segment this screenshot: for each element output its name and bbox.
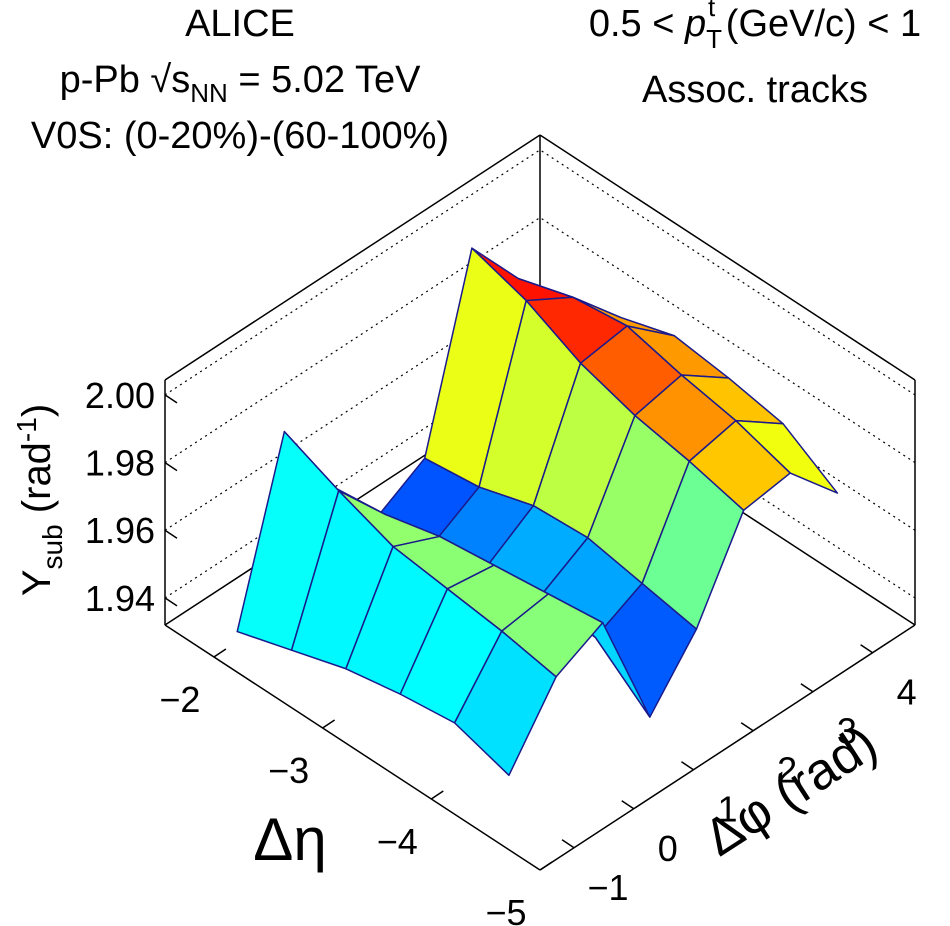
x-tick-label: −1	[588, 867, 629, 908]
y-tick-label: −3	[268, 750, 309, 791]
y-axis-title: Δη	[253, 806, 326, 873]
x-tick-label: 1	[717, 789, 737, 830]
x-tick	[800, 683, 814, 693]
y-tick	[539, 861, 553, 871]
y-tick-label: −2	[159, 679, 200, 720]
z-tick	[164, 461, 178, 472]
y-tick	[322, 719, 336, 729]
z-subscript: sub	[37, 524, 68, 569]
tracks-label: Assoc. tracks	[642, 69, 868, 111]
z-unit-superscript: -1	[11, 417, 42, 442]
x-tick-label: 0	[658, 828, 678, 869]
selection-label: V0S: (0-20%)-(60-100%)	[31, 115, 449, 157]
z-symbol: Y	[15, 569, 59, 596]
z-tick-label: 1.98	[85, 443, 155, 484]
z-tick	[164, 597, 178, 607]
pt-label: 0.5 < pTt (GeV/c) < 1	[589, 0, 921, 54]
x-tick-label: 4	[897, 672, 917, 713]
y-tick-label: −4	[377, 821, 418, 862]
x-tick-label: 3	[837, 711, 857, 752]
axis-line	[539, 624, 916, 871]
pt-superscript: t	[708, 0, 716, 22]
z-tick-label: 1.96	[85, 510, 155, 551]
z-tick	[164, 394, 178, 404]
z-unit: (rad	[15, 442, 59, 524]
z-unit-close: )	[15, 404, 59, 417]
x-tick	[860, 644, 874, 654]
x-tick-label: 2	[777, 750, 797, 791]
z-tick-label: 2.00	[85, 375, 155, 416]
z-tick-label: 1.94	[85, 578, 155, 619]
x-tick	[621, 800, 635, 810]
pt-symbol: p	[684, 3, 706, 45]
pt-high: (GeV/c) < 1	[715, 3, 921, 45]
x-tick	[740, 722, 754, 732]
energy-symbol: √s	[150, 59, 190, 101]
x-tick	[561, 839, 575, 849]
z-tick	[164, 529, 178, 539]
pt-low: 0.5 <	[589, 3, 685, 45]
z-axis-title: Ysub (rad-1)	[11, 404, 68, 596]
energy-subscript: NN	[190, 78, 228, 108]
y-tick	[430, 790, 444, 800]
experiment-label: ALICE	[185, 3, 295, 45]
system: p-Pb	[60, 59, 151, 101]
x-tick	[681, 761, 694, 771]
system-label: p-Pb √sNN = 5.02 TeV	[60, 59, 422, 108]
pt-subscript: T	[706, 24, 722, 54]
energy: = 5.02 TeV	[228, 59, 421, 101]
y-tick-label: −5	[485, 892, 526, 926]
box-edge	[164, 134, 541, 381]
surface-cell	[453, 630, 557, 777]
box-edge	[539, 134, 916, 381]
axis-line	[164, 624, 541, 871]
y-tick	[213, 648, 227, 658]
